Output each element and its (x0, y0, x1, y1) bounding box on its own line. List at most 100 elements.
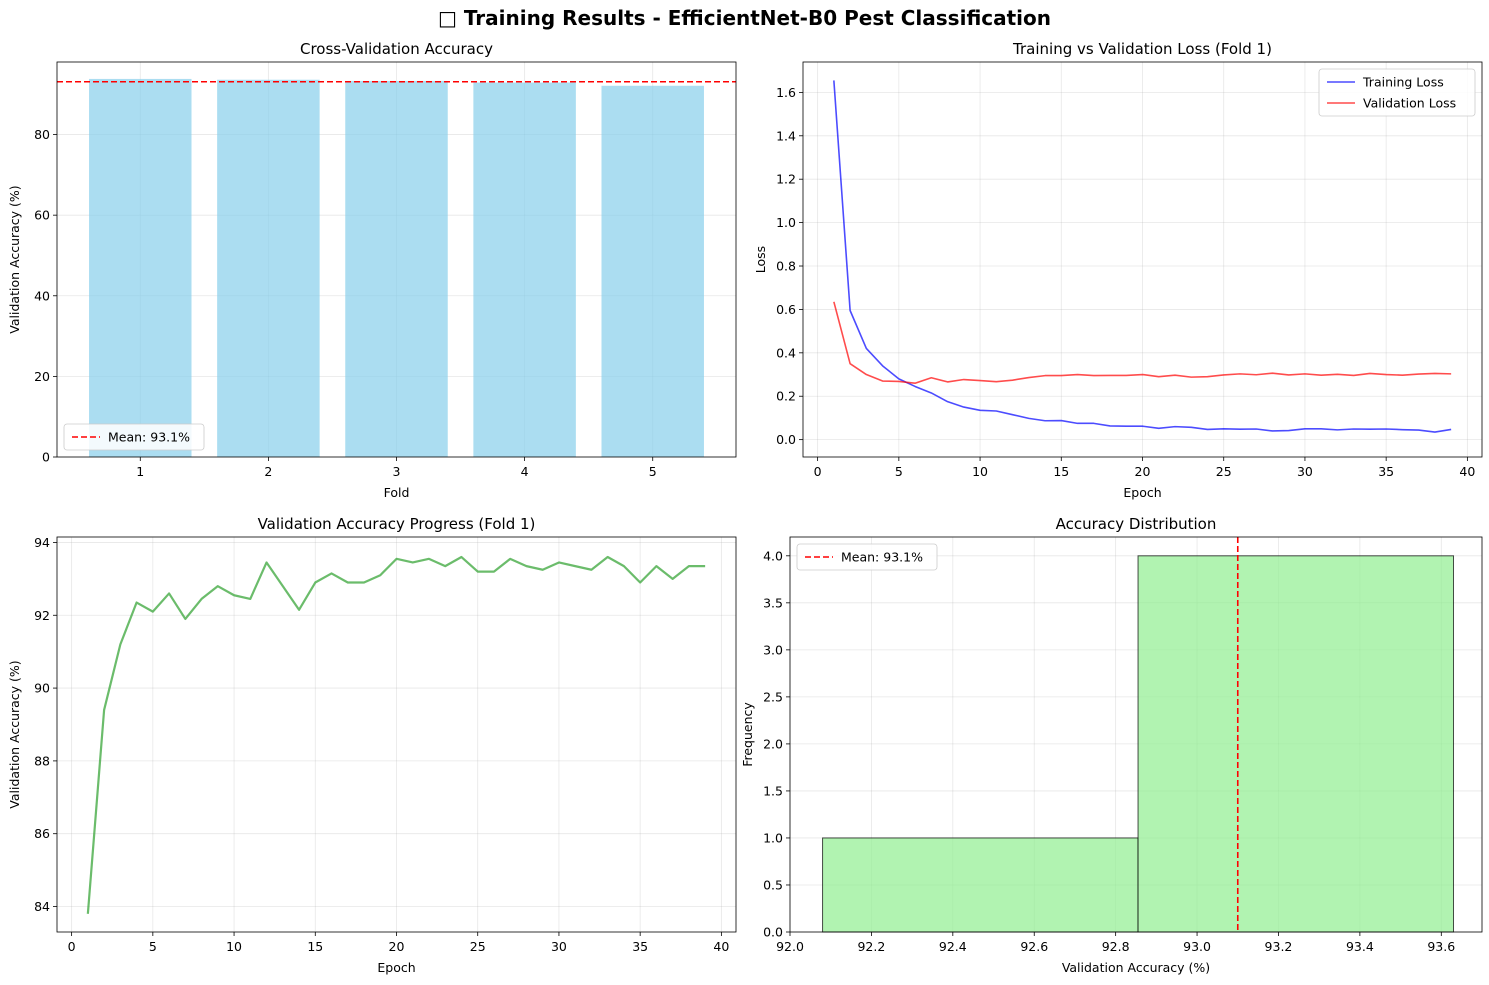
y-tick-label: 0.2 (776, 389, 796, 404)
x-tick-label: 5 (149, 939, 157, 954)
series-line-validation-accuracy (86, 555, 706, 914)
x-tick-label: 5 (895, 464, 903, 479)
x-tick-label: 30 (1297, 464, 1313, 479)
x-tick-label: 5 (649, 464, 657, 479)
bar-fold-5 (601, 85, 704, 457)
y-tick-label: 90 (34, 681, 50, 696)
x-tick-label: 20 (389, 939, 405, 954)
chart-title: Accuracy Distribution (1056, 515, 1217, 533)
y-tick-label: 40 (34, 288, 50, 303)
axes: 0 20 40 60 80 1 2 3 4 5 (34, 61, 737, 479)
x-tick-label: 93.4 (1346, 939, 1374, 954)
x-tick-label: 92.8 (1102, 939, 1130, 954)
y-tick-label: 1.0 (776, 215, 796, 230)
legend-label-1: Validation Loss (1363, 96, 1456, 111)
axes-frame (789, 536, 1483, 933)
y-tick-label: 2.5 (763, 689, 783, 704)
x-tick-label: 35 (1378, 464, 1394, 479)
x-tick-label: 92.0 (776, 939, 804, 954)
legend-box (796, 543, 938, 571)
y-tick-label: 1.4 (776, 128, 796, 143)
y-tick-label: 1.5 (763, 783, 783, 798)
x-axis-label: Validation Accuracy (%) (1062, 960, 1210, 975)
y-axis-label: Loss (753, 246, 768, 273)
x-tick-label: 15 (307, 939, 323, 954)
chart-title: Training vs Validation Loss (Fold 1) (1012, 40, 1272, 58)
y-tick-label: 1.6 (776, 85, 796, 100)
x-tick-label: 30 (551, 939, 567, 954)
grid (57, 537, 736, 932)
chart-title: Cross-Validation Accuracy (300, 40, 493, 58)
y-tick-label: 88 (34, 753, 50, 768)
panel-3: 84 86 88 90 92 94 0 5 10 15 20 25 30 35 40 Validation A… (7, 515, 737, 975)
x-tick-label: 4 (521, 464, 529, 479)
y-tick-label: 84 (34, 899, 50, 914)
y-tick-label: 1.0 (763, 830, 783, 845)
figure-title: □ Training Results - EfficientNet-B0 Pes… (438, 6, 1051, 30)
axes: 0.0 0.2 0.4 0.6 0.8 1.0 1.2 1.4 1.6 0 5 10 15 20 25 30 3… (776, 61, 1483, 479)
x-tick-label: 92.6 (1020, 939, 1048, 954)
x-tick-label: 92.2 (857, 939, 885, 954)
y-tick-label: 0.8 (776, 259, 796, 274)
x-tick-label: 25 (470, 939, 486, 954)
y-tick-label: 0.5 (763, 877, 783, 892)
legend: Mean: 93.1% (796, 543, 938, 571)
x-tick-label: 1 (136, 464, 144, 479)
bar-fold-2 (217, 79, 320, 458)
x-tick-label: 25 (1216, 464, 1232, 479)
x-tick-label: 93.2 (1265, 939, 1293, 954)
y-tick-label: 0.0 (776, 432, 796, 447)
x-tick-label: 40 (1459, 464, 1475, 479)
y-tick-label: 0 (42, 450, 50, 465)
x-tick-label: 40 (713, 939, 729, 954)
histogram-bar-2 (1137, 555, 1455, 933)
y-tick-label: 1.2 (776, 172, 796, 187)
y-tick-label: 20 (34, 369, 50, 384)
series-line-training-loss (833, 80, 1452, 433)
x-tick-label: 3 (393, 464, 401, 479)
bar-fold-3 (345, 80, 448, 457)
axes-frame (56, 61, 737, 458)
legend: Training Loss Validation Loss (1318, 68, 1476, 117)
y-tick-label: 60 (34, 208, 50, 223)
bar-fold-1 (89, 78, 192, 457)
y-axis-label: Validation Accuracy (%) (7, 660, 22, 808)
plot-area (57, 78, 736, 458)
y-tick-label: 0.6 (776, 302, 796, 317)
x-tick-label: 35 (632, 939, 648, 954)
bar-fold-4 (473, 82, 576, 457)
y-tick-label: 86 (34, 826, 50, 841)
y-tick-label: 4.0 (763, 548, 783, 563)
x-tick-label: 0 (68, 939, 76, 954)
x-tick-label: 93.0 (1183, 939, 1211, 954)
y-tick-label: 94 (34, 535, 50, 550)
histogram-bar-1 (822, 837, 1139, 933)
legend-box (1318, 68, 1476, 117)
axes-frame (802, 61, 1483, 458)
plot-area (822, 537, 1455, 933)
x-axis-label: Epoch (377, 960, 415, 975)
x-tick-label: 15 (1053, 464, 1069, 479)
y-tick-label: 0.4 (776, 345, 796, 360)
x-axis-label: Epoch (1123, 485, 1161, 500)
axes: 84 86 88 90 92 94 0 5 10 15 20 25 30 35 40 (34, 535, 737, 954)
legend-label-0: Training Loss (1362, 75, 1444, 90)
y-tick-label: 0.0 (763, 925, 783, 940)
y-tick-label: 3.5 (763, 595, 783, 610)
legend-label-mean: Mean: 93.1% (108, 430, 190, 445)
x-tick-label: 2 (264, 464, 272, 479)
panel-4: 0.0 0.5 1.0 1.5 2.0 2.5 3.0 3.5 4.0 92.0 92.2 92.4 9… (740, 515, 1483, 975)
x-tick-label: 0 (814, 464, 822, 479)
series-line-validation-loss (833, 301, 1452, 385)
axes-frame (56, 536, 737, 933)
panel-2: 0.0 0.2 0.4 0.6 0.8 1.0 1.2 1.4 1.6 0 5 10 15 20 25 30 3… (753, 40, 1483, 500)
y-tick-label: 2.0 (763, 736, 783, 751)
x-tick-label: 93.6 (1427, 939, 1455, 954)
y-axis-label: Validation Accuracy (%) (7, 185, 22, 333)
chart-title: Validation Accuracy Progress (Fold 1) (258, 515, 536, 533)
y-tick-label: 92 (34, 608, 50, 623)
x-tick-label: 10 (226, 939, 242, 954)
x-tick-label: 20 (1135, 464, 1151, 479)
legend: Mean: 93.1% (63, 423, 205, 451)
